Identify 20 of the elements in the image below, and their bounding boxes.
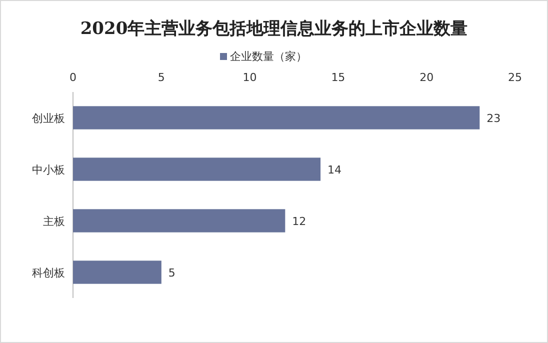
data-label: 23: [486, 112, 501, 125]
bar: [73, 158, 321, 181]
x-tick-label: 20: [420, 71, 434, 84]
x-tick-label: 5: [158, 71, 165, 84]
bar: [73, 209, 286, 232]
data-label: 14: [328, 163, 342, 176]
y-tick-label: 科创板: [32, 266, 65, 280]
legend-label: 企业数量（家）: [230, 50, 307, 63]
y-tick-label: 主板: [43, 214, 65, 228]
x-tick-label: 10: [242, 71, 257, 84]
data-label: 5: [168, 266, 176, 280]
x-tick-label: 25: [508, 71, 522, 84]
x-tick-label: 15: [331, 71, 346, 84]
x-tick-label: 0: [70, 71, 76, 84]
bar: [73, 260, 162, 284]
y-tick-label: 创业板: [32, 112, 65, 125]
data-label: 12: [292, 214, 306, 228]
chart-title: 2020年主营业务包括地理信息业务的上市企业数量: [80, 19, 468, 39]
y-tick-label: 中小板: [32, 163, 65, 176]
bar: [73, 106, 480, 130]
